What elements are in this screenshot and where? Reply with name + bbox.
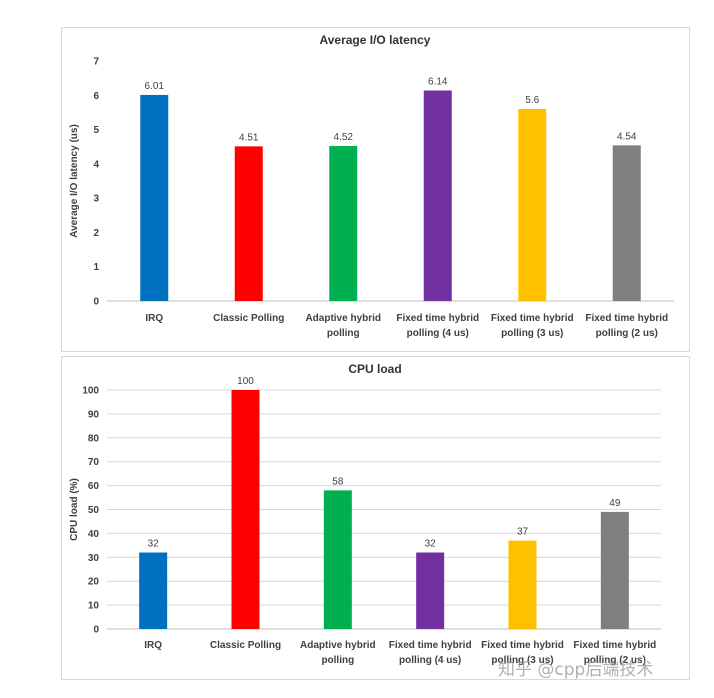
x-tick-label: polling (3 us)	[491, 655, 553, 666]
x-tick-label: polling (3 us)	[501, 328, 563, 339]
x-tick-label: Fixed time hybrid	[491, 313, 574, 324]
x-tick-label: Fixed time hybrid	[585, 313, 668, 324]
y-tick-label: 30	[88, 553, 100, 564]
bar	[140, 94, 169, 301]
data-label: 37	[517, 527, 529, 538]
bar	[139, 552, 168, 629]
y-tick-label: 5	[93, 125, 99, 136]
x-tick-label: Fixed time hybrid	[389, 640, 472, 651]
y-tick-label: 0	[93, 625, 99, 636]
bar	[600, 511, 629, 629]
data-label: 32	[148, 539, 160, 550]
x-tick-label: polling (4 us)	[407, 328, 469, 339]
bar	[423, 90, 452, 301]
bar	[234, 146, 263, 301]
y-tick-label: 70	[88, 457, 100, 468]
chart-title: Average I/O latency	[320, 33, 431, 47]
data-label: 49	[609, 498, 621, 509]
x-tick-label: Fixed time hybrid	[481, 640, 564, 651]
latency-chart: Average I/O latency Average I/O latency (…	[69, 33, 674, 339]
y-tick-label: 7	[93, 57, 99, 68]
bar	[508, 540, 537, 629]
x-tick-label: Classic Polling	[213, 313, 284, 324]
bar	[231, 390, 260, 629]
y-tick-label: 2	[93, 228, 99, 239]
bar	[329, 146, 358, 301]
x-tick-label: polling (2 us)	[596, 328, 658, 339]
watermark: 知乎 @cpp后端技术	[498, 660, 654, 680]
y-tick-label: 80	[88, 433, 100, 444]
x-tick-label: IRQ	[145, 313, 163, 324]
data-label: 4.52	[334, 132, 354, 143]
x-tick-label: polling	[321, 655, 354, 666]
x-tick-label: polling (4 us)	[399, 655, 461, 666]
y-tick-label: 4	[93, 159, 99, 170]
x-tick-label: Fixed time hybrid	[396, 313, 479, 324]
data-label: 58	[332, 476, 344, 487]
cpu-load-chart-panel: CPU load CPU load (%) 0 10 20 30 40 50 60 70 80 90 1…	[61, 356, 690, 680]
data-label: 6.01	[145, 81, 165, 92]
data-label: 5.6	[525, 95, 539, 106]
y-tick-label: 1	[93, 262, 99, 273]
latency-chart-panel: Average I/O latency Average I/O latency (…	[61, 27, 690, 352]
y-tick-label: 40	[88, 529, 100, 540]
x-tick-label: polling	[327, 328, 360, 339]
x-tick-label: IRQ	[144, 640, 162, 651]
bar	[323, 490, 352, 629]
y-tick-label: 10	[88, 601, 100, 612]
bar	[416, 552, 445, 629]
y-tick-label: 60	[88, 481, 100, 492]
cpu-load-chart: CPU load CPU load (%) 0 10 20 30 40 50 60 70 80 90 1…	[69, 362, 661, 666]
y-tick-label: 100	[82, 386, 99, 397]
bar	[518, 109, 547, 301]
x-tick-label: Classic Polling	[210, 640, 281, 651]
y-axis-label: CPU load (%)	[69, 478, 80, 541]
data-label: 6.14	[428, 76, 448, 87]
data-label: 4.51	[239, 132, 259, 143]
data-label: 100	[237, 376, 254, 387]
bar	[612, 145, 641, 301]
x-tick-label: Fixed time hybrid	[573, 640, 656, 651]
y-tick-label: 50	[88, 505, 100, 516]
data-label: 4.54	[617, 131, 637, 142]
y-tick-label: 3	[93, 194, 99, 205]
y-tick-label: 20	[88, 577, 100, 588]
y-tick-label: 6	[93, 91, 99, 102]
chart-title: CPU load	[348, 362, 401, 376]
y-axis-label: Average I/O latency (us)	[69, 124, 80, 238]
data-label: 32	[425, 539, 437, 550]
y-tick-label: 90	[88, 409, 100, 420]
y-tick-label: 0	[93, 297, 99, 308]
x-tick-label: Adaptive hybrid	[300, 640, 376, 651]
x-tick-label: polling (2 us)	[584, 655, 646, 666]
x-tick-label: Adaptive hybrid	[305, 313, 381, 324]
